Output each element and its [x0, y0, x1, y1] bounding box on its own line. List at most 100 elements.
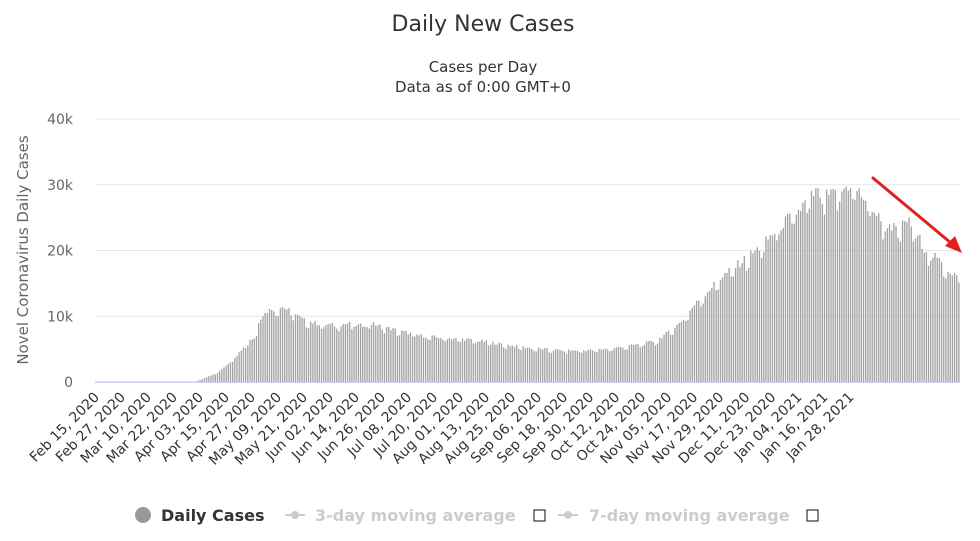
- bar: [190, 381, 193, 382]
- bar: [732, 276, 735, 382]
- legend-checkbox-7day[interactable]: [806, 509, 819, 522]
- bar: [169, 381, 171, 382]
- bar: [435, 337, 438, 382]
- bar: [821, 204, 824, 382]
- bar: [828, 195, 830, 382]
- bar: [602, 349, 605, 382]
- bar: [882, 239, 884, 382]
- bar: [513, 347, 516, 382]
- bar: [808, 208, 810, 382]
- legend-checkbox-3day[interactable]: [533, 509, 546, 522]
- bar: [843, 188, 845, 382]
- bar: [624, 349, 626, 382]
- legend-item-3day-average[interactable]: 3-day moving average: [315, 506, 516, 525]
- bar: [450, 339, 453, 382]
- bar: [951, 275, 954, 382]
- bar: [789, 213, 791, 382]
- bar: [279, 308, 282, 382]
- bar: [314, 320, 316, 382]
- bar: [229, 362, 232, 382]
- bar: [357, 324, 360, 382]
- bar: [212, 374, 214, 382]
- bar: [424, 337, 427, 382]
- bar: [134, 381, 136, 382]
- bar: [737, 260, 739, 382]
- bar: [138, 381, 141, 382]
- bar: [273, 311, 275, 382]
- bar: [685, 321, 687, 382]
- bar: [791, 223, 793, 382]
- bar: [741, 263, 743, 382]
- bar: [123, 381, 125, 382]
- bar: [375, 325, 377, 382]
- bar: [539, 348, 542, 382]
- bar: [598, 348, 600, 382]
- bar: [492, 341, 494, 382]
- bar: [845, 186, 847, 382]
- bar: [665, 332, 667, 382]
- bar: [455, 337, 457, 382]
- bar: [854, 200, 856, 382]
- bar: [481, 339, 483, 382]
- bar: [526, 347, 529, 382]
- legend-item-7day-average[interactable]: 7-day moving average: [589, 506, 790, 525]
- bar: [858, 188, 860, 382]
- bar: [574, 350, 576, 382]
- bar: [362, 326, 364, 382]
- bar: [561, 350, 563, 382]
- bar: [750, 250, 752, 382]
- bar: [826, 189, 828, 382]
- bar: [659, 337, 661, 382]
- bar: [724, 273, 726, 382]
- bar: [778, 234, 780, 382]
- bar: [158, 381, 160, 382]
- bar: [247, 345, 249, 382]
- bar: [804, 200, 806, 382]
- bar: [442, 339, 444, 382]
- bar: [286, 309, 288, 382]
- bar: [689, 310, 691, 382]
- bar: [823, 214, 826, 382]
- bar: [687, 319, 689, 382]
- bar: [945, 278, 947, 382]
- bar: [559, 349, 561, 382]
- bar: [797, 209, 800, 382]
- legend-item-daily-cases[interactable]: Daily Cases: [161, 506, 264, 525]
- bar: [786, 214, 789, 382]
- bar: [704, 296, 706, 382]
- bar: [836, 210, 839, 382]
- bar: [693, 305, 696, 382]
- bar: [323, 327, 325, 382]
- bar: [908, 217, 910, 382]
- bar: [570, 350, 572, 382]
- chart-subtitle-line-1: Cases per Day: [429, 58, 538, 76]
- bar: [479, 341, 481, 382]
- legend-marker-daily-cases: [135, 507, 151, 523]
- bar: [956, 275, 958, 382]
- bar: [730, 276, 732, 382]
- bar: [511, 345, 513, 382]
- bar: [776, 240, 778, 382]
- bar: [310, 321, 312, 382]
- bar: [223, 367, 225, 382]
- bar: [264, 313, 266, 382]
- bar: [578, 352, 581, 382]
- bar: [520, 350, 522, 382]
- bar: [880, 221, 882, 382]
- bar: [650, 340, 652, 382]
- bar: [338, 331, 340, 382]
- bar: [318, 325, 321, 382]
- bar: [401, 330, 403, 382]
- bar: [297, 314, 299, 382]
- bar: [340, 326, 342, 382]
- bar: [195, 381, 197, 382]
- bar: [474, 343, 477, 382]
- bar: [932, 257, 934, 382]
- bar: [875, 215, 878, 382]
- bar: [119, 381, 121, 382]
- bar: [581, 352, 583, 382]
- bar: [756, 247, 758, 382]
- bar: [819, 197, 821, 382]
- bar: [151, 381, 154, 382]
